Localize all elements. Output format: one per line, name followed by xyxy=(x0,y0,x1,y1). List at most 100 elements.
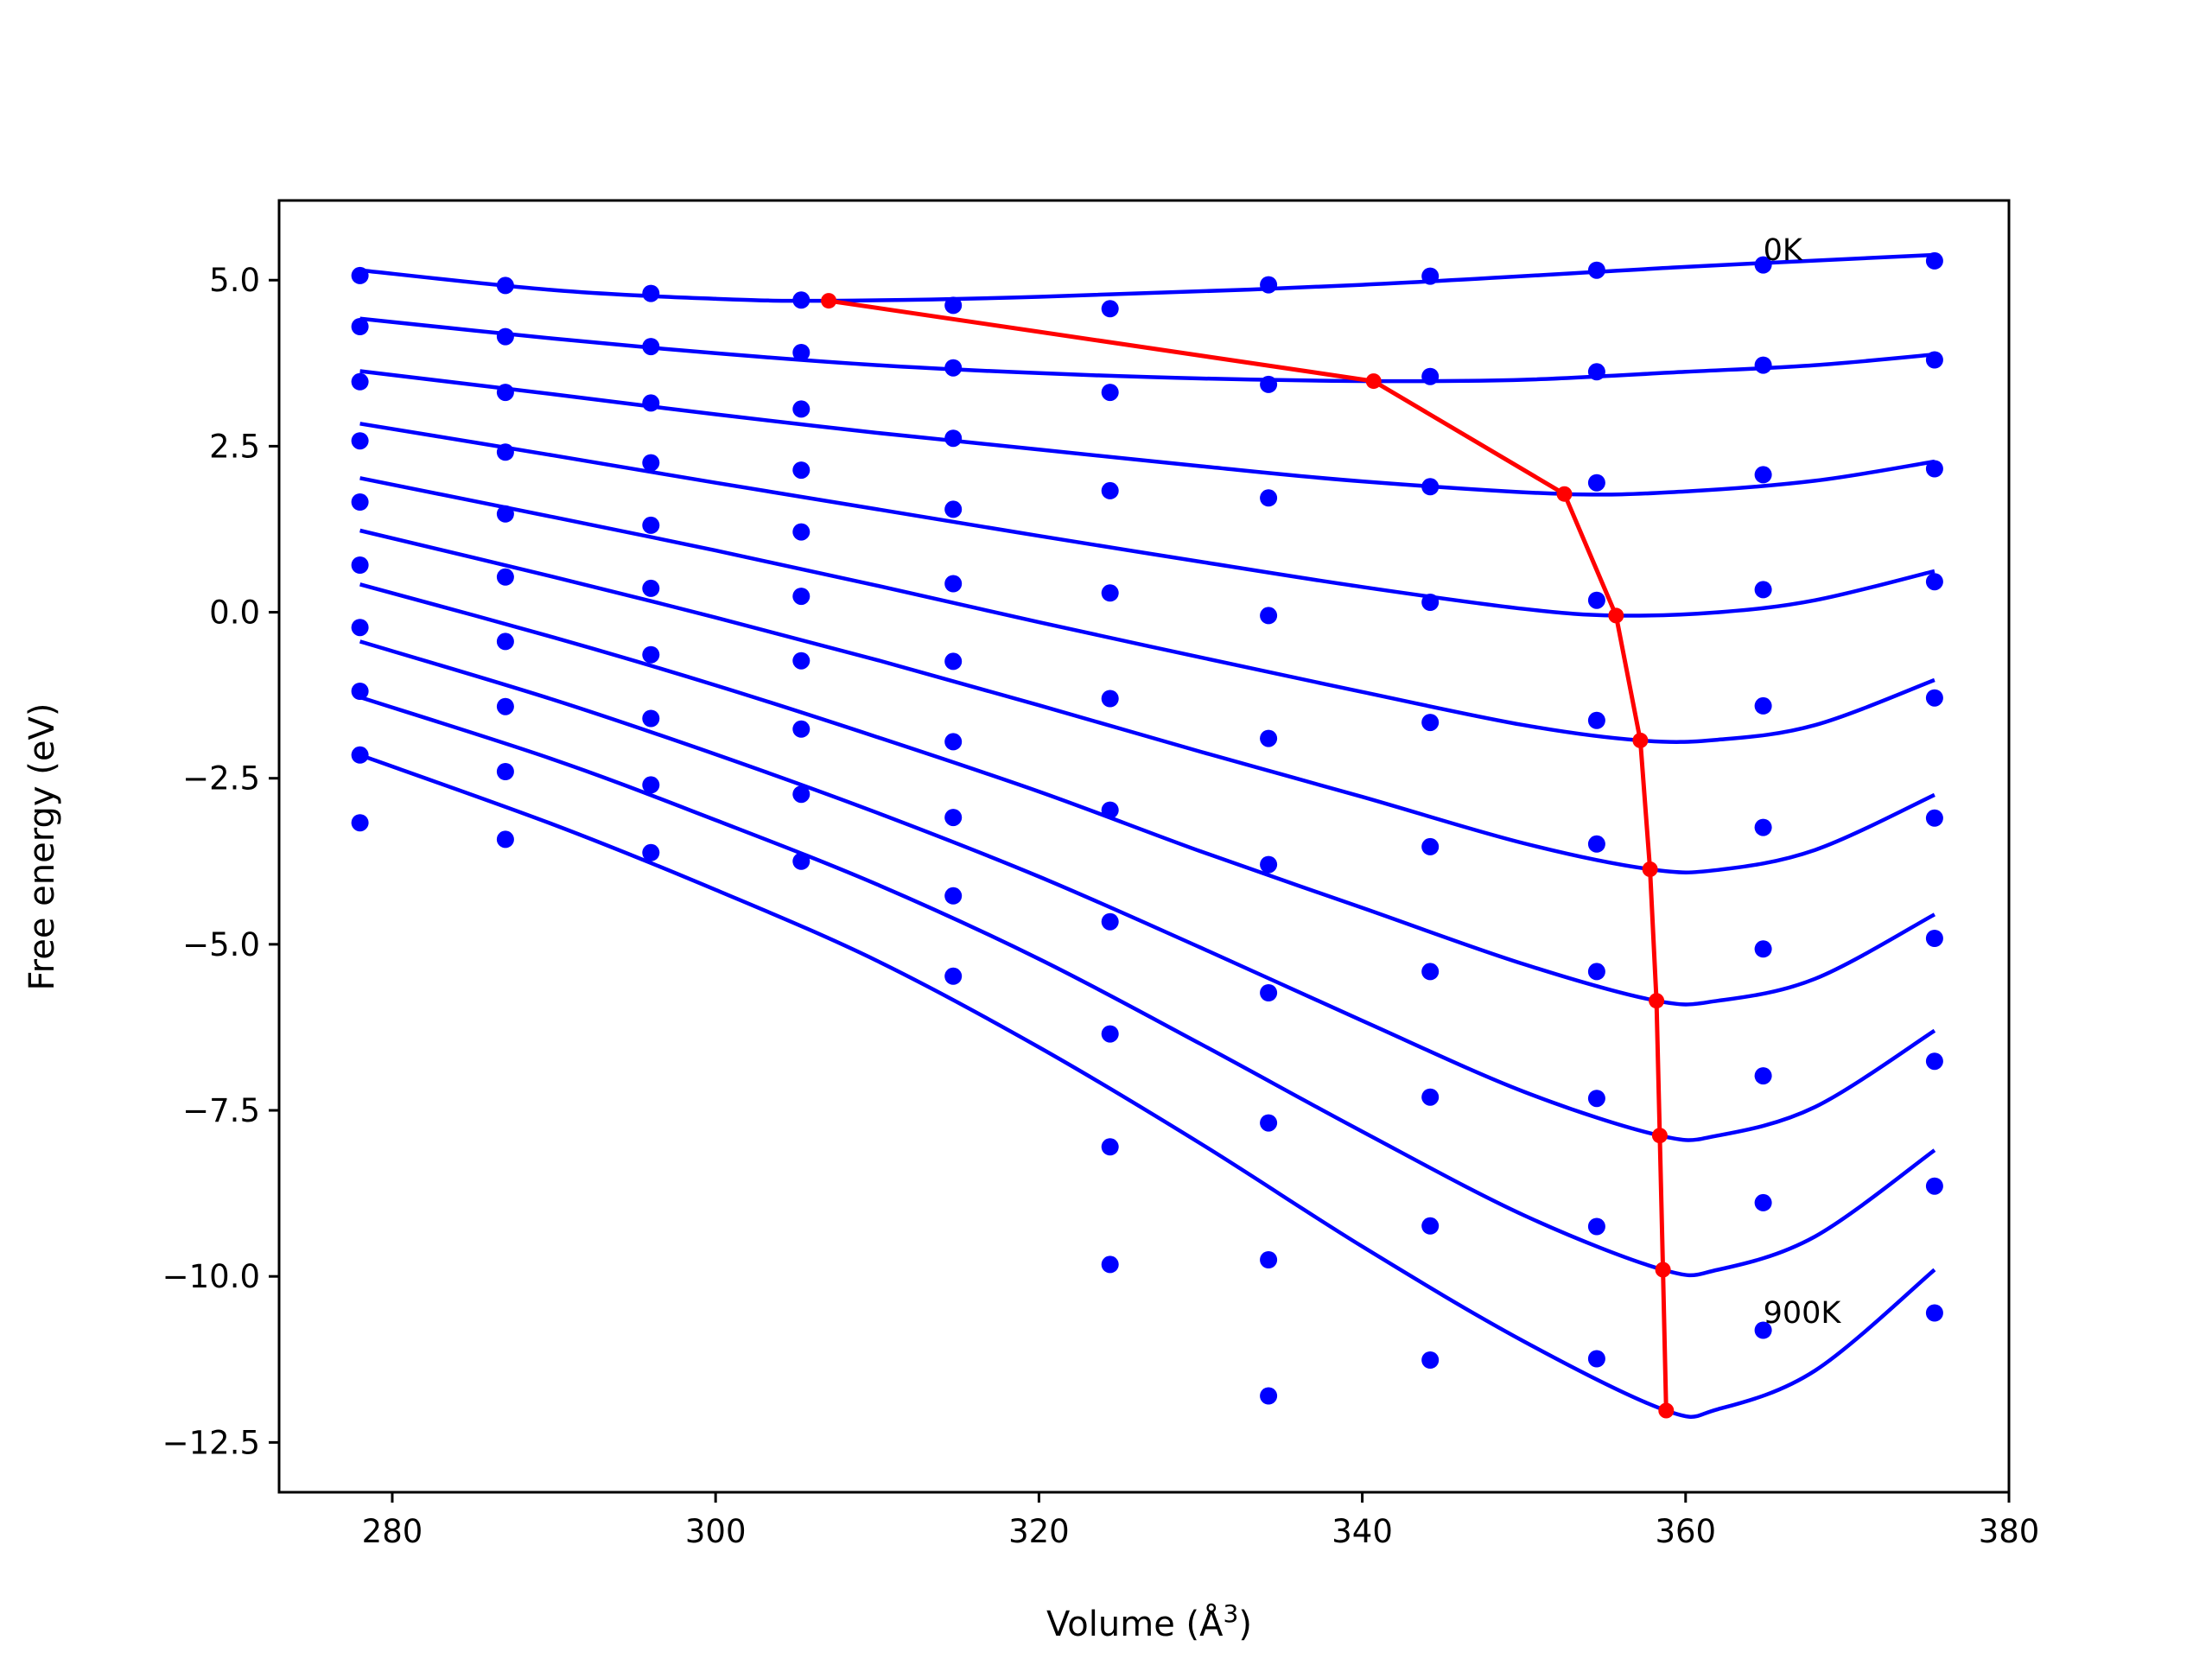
curve-label-1: 0K xyxy=(1764,233,1803,268)
series-3-point xyxy=(1587,474,1605,492)
series-2-point xyxy=(944,359,963,377)
curve-label-2: 900K xyxy=(1764,1296,1842,1331)
series-8-fit-curve xyxy=(359,639,1936,1142)
minima-path-point xyxy=(1632,732,1649,748)
y-axis-label: Free energy (eV) xyxy=(22,703,62,991)
series-9-point xyxy=(351,746,369,764)
series-7-point xyxy=(1754,940,1772,958)
series-7-point xyxy=(642,645,660,664)
series-5-point xyxy=(792,523,810,541)
series-6-fit-curve xyxy=(359,528,1936,874)
series-6-point xyxy=(351,556,369,574)
series-2-point xyxy=(1925,351,1943,369)
x-tick-label: 320 xyxy=(1008,1513,1070,1550)
series-7-point xyxy=(1101,912,1119,931)
series-10-point xyxy=(792,852,810,870)
series-10-point xyxy=(642,843,660,861)
minima-path-point xyxy=(1655,1262,1671,1278)
series-9-point xyxy=(1925,1177,1943,1195)
plot-area: 0K 900K xyxy=(351,233,1943,1419)
series-1-point xyxy=(1421,267,1440,285)
x-tick-label: 360 xyxy=(1655,1513,1716,1550)
series-7-point xyxy=(1260,984,1278,1001)
series-1-point xyxy=(944,296,963,315)
plot-frame xyxy=(277,199,2011,1494)
series-4-point xyxy=(1754,581,1772,599)
minima-path-point xyxy=(1608,607,1624,624)
series-1-point xyxy=(1754,256,1772,274)
series-2-point xyxy=(496,327,514,346)
series-4-point xyxy=(1101,584,1119,602)
series-8-point xyxy=(1421,1088,1440,1106)
series-2-point xyxy=(1587,363,1605,381)
series-4-point xyxy=(1587,591,1605,609)
series-9-point xyxy=(944,887,963,905)
series-9-point xyxy=(792,785,810,804)
series-6-point xyxy=(1260,855,1278,874)
x-tick-label: 380 xyxy=(1979,1513,2040,1550)
series-6-point xyxy=(496,568,514,586)
series-7-point xyxy=(944,733,963,751)
series-3-point xyxy=(792,400,810,418)
series-6-point xyxy=(792,588,810,606)
series-8-point xyxy=(1260,1114,1278,1132)
series-10-point xyxy=(351,814,369,832)
series-6-point xyxy=(944,652,963,671)
series-10-point xyxy=(1587,1350,1605,1368)
series-7-point xyxy=(496,632,514,651)
series-10-fit-curve xyxy=(359,753,1936,1419)
series-5-point xyxy=(1925,689,1943,707)
series-8-point xyxy=(1587,1090,1605,1108)
series-8-point xyxy=(496,697,514,715)
x-tick-label: 280 xyxy=(362,1513,423,1550)
series-8-point xyxy=(351,683,369,700)
y-tick-label: −2.5 xyxy=(182,760,260,798)
series-7-point xyxy=(1925,930,1943,947)
series-1-point xyxy=(792,291,810,309)
minima-path-point xyxy=(1649,993,1665,1009)
series-1-fit-curve xyxy=(359,252,1936,303)
series-3-point xyxy=(944,429,963,448)
minima-path-point xyxy=(821,293,837,309)
series-7-point xyxy=(792,652,810,670)
series-2-point xyxy=(642,338,660,356)
series-5-fit-curve xyxy=(359,476,1936,744)
minima-path-point xyxy=(1642,861,1658,877)
series-3-point xyxy=(1260,489,1278,507)
series-1-point xyxy=(1587,261,1605,279)
series-4-point xyxy=(642,454,660,472)
minima-path-point xyxy=(1556,486,1573,502)
series-2-point xyxy=(792,344,810,361)
y-tick-label: −12.5 xyxy=(162,1424,260,1461)
y-tick-label: 0.0 xyxy=(209,594,260,632)
x-axis-label: Volume (Å3) xyxy=(1046,1599,1252,1644)
series-7-point xyxy=(1421,963,1440,981)
series-2-point xyxy=(1260,375,1278,393)
minima-path-line xyxy=(828,298,1669,1411)
series-2-point xyxy=(351,318,369,335)
series-8-point xyxy=(1754,1067,1772,1085)
series-9-point xyxy=(496,763,514,780)
x-axis-label-main: Volume (Å xyxy=(1046,1603,1224,1644)
axes: 280 300 320 340 360 380 5.0 2.5 0.0 −2.5 −5.0 −7.5 −… xyxy=(162,199,2040,1550)
x-tick-label: 340 xyxy=(1332,1513,1393,1550)
series-6-point xyxy=(642,579,660,597)
series-10-point xyxy=(1421,1351,1440,1369)
series-6-point xyxy=(1754,818,1772,836)
series-4-point xyxy=(1260,607,1278,625)
series-4-point xyxy=(496,443,514,461)
series-5-point xyxy=(1587,711,1605,729)
series-8-point xyxy=(642,709,660,728)
series-7-point xyxy=(351,619,369,637)
series-10-point xyxy=(1754,1321,1772,1339)
series-7-fit-curve xyxy=(359,582,1936,1007)
series-3-point xyxy=(496,384,514,402)
series-6-point xyxy=(1101,801,1119,819)
minima-path-point xyxy=(1365,373,1382,390)
series-5-point xyxy=(496,505,514,523)
series-9-point xyxy=(1754,1193,1772,1211)
series-1-point xyxy=(1260,276,1278,294)
series-4-point xyxy=(1421,594,1440,611)
series-2-point xyxy=(1101,384,1119,402)
